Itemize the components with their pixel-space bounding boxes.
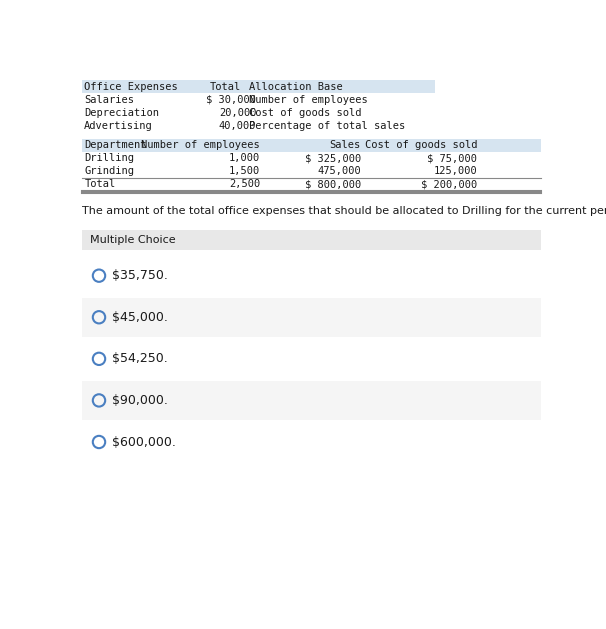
FancyBboxPatch shape <box>82 80 435 93</box>
Text: The amount of the total office expenses that should be allocated to Drilling for: The amount of the total office expenses … <box>82 206 606 216</box>
FancyBboxPatch shape <box>82 93 435 106</box>
Text: $45,000.: $45,000. <box>112 311 168 324</box>
Text: Multiple Choice: Multiple Choice <box>90 235 175 245</box>
Text: 1,500: 1,500 <box>229 166 260 176</box>
Text: Drilling: Drilling <box>84 153 135 164</box>
FancyBboxPatch shape <box>82 120 435 133</box>
FancyBboxPatch shape <box>82 257 541 295</box>
FancyBboxPatch shape <box>82 165 541 178</box>
Text: Total: Total <box>84 179 116 189</box>
FancyBboxPatch shape <box>82 138 541 152</box>
Text: Advertising: Advertising <box>84 121 153 131</box>
FancyBboxPatch shape <box>82 340 541 378</box>
Text: 125,000: 125,000 <box>433 166 477 176</box>
Text: 2,500: 2,500 <box>229 179 260 189</box>
Text: $90,000.: $90,000. <box>112 394 168 407</box>
Text: Cost of goods sold: Cost of goods sold <box>248 108 361 118</box>
Text: Department: Department <box>84 140 147 150</box>
Text: $ 325,000: $ 325,000 <box>305 153 361 164</box>
Text: $54,250.: $54,250. <box>112 352 168 365</box>
Text: 20,000: 20,000 <box>219 108 256 118</box>
Text: Salaries: Salaries <box>84 95 135 105</box>
FancyBboxPatch shape <box>82 381 541 420</box>
Text: 40,000: 40,000 <box>219 121 256 131</box>
Text: $ 200,000: $ 200,000 <box>421 179 477 189</box>
FancyBboxPatch shape <box>82 298 541 337</box>
FancyBboxPatch shape <box>82 423 541 461</box>
Text: $ 30,000: $ 30,000 <box>206 95 256 105</box>
Text: Grinding: Grinding <box>84 166 135 176</box>
Text: Cost of goods sold: Cost of goods sold <box>365 140 477 150</box>
Text: $35,750.: $35,750. <box>112 269 168 282</box>
Text: 475,000: 475,000 <box>317 166 361 176</box>
Text: $600,000.: $600,000. <box>112 435 176 448</box>
Text: $ 800,000: $ 800,000 <box>305 179 361 189</box>
FancyBboxPatch shape <box>82 106 435 120</box>
Text: Number of employees: Number of employees <box>141 140 260 150</box>
Text: $ 75,000: $ 75,000 <box>427 153 477 164</box>
Text: Total: Total <box>210 82 241 92</box>
Text: 1,000: 1,000 <box>229 153 260 164</box>
Text: Sales: Sales <box>330 140 361 150</box>
Text: Depreciation: Depreciation <box>84 108 159 118</box>
Text: Office Expenses: Office Expenses <box>84 82 178 92</box>
Text: Percentage of total sales: Percentage of total sales <box>248 121 405 131</box>
Text: Allocation Base: Allocation Base <box>248 82 342 92</box>
FancyBboxPatch shape <box>82 230 541 250</box>
Text: Number of employees: Number of employees <box>248 95 367 105</box>
FancyBboxPatch shape <box>82 152 541 165</box>
FancyBboxPatch shape <box>82 178 541 191</box>
